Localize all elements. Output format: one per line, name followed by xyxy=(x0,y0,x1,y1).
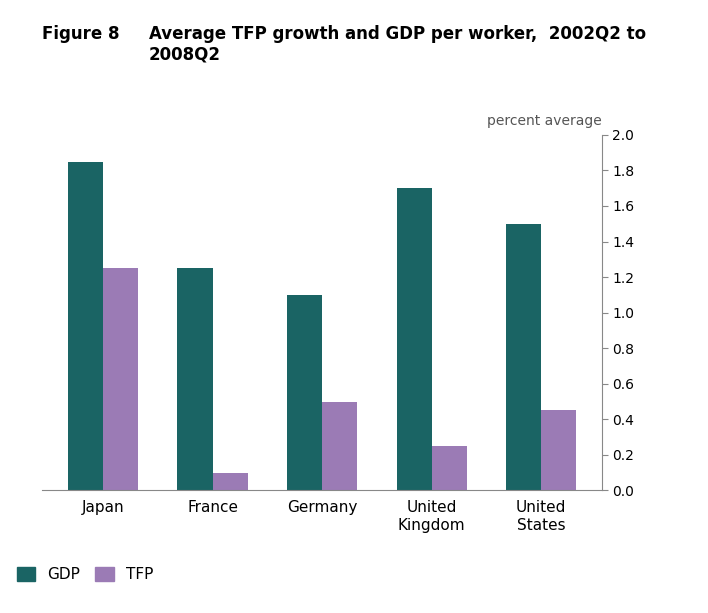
Bar xyxy=(103,268,138,490)
Bar xyxy=(178,268,212,490)
Legend: GDP, TFP: GDP, TFP xyxy=(16,567,153,582)
Bar xyxy=(322,402,358,490)
Bar xyxy=(396,188,432,490)
Bar xyxy=(506,224,542,490)
Bar xyxy=(68,161,103,490)
Text: percent average: percent average xyxy=(487,114,602,128)
Bar xyxy=(212,473,248,490)
Bar xyxy=(542,411,576,490)
Text: Average TFP growth and GDP per worker,  2002Q2 to
2008Q2: Average TFP growth and GDP per worker, 2… xyxy=(149,25,646,63)
Text: Figure 8: Figure 8 xyxy=(42,25,120,42)
Bar xyxy=(432,446,467,490)
Bar xyxy=(287,295,322,490)
